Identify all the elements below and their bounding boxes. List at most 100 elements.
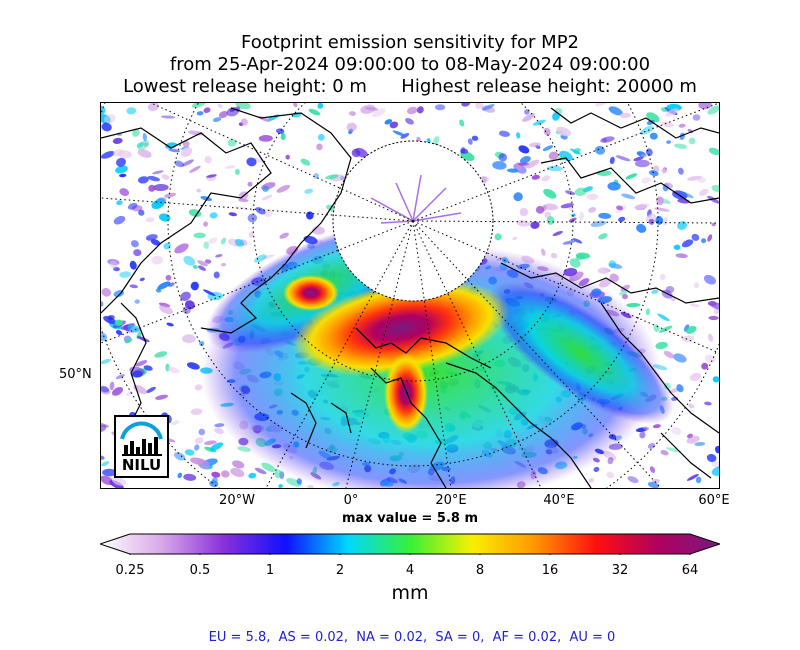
sensitivity-speckle: [674, 143, 688, 149]
sensitivity-speckle: [636, 223, 647, 233]
sensitivity-speckle: [647, 442, 656, 449]
sensitivity-speckle: [138, 209, 145, 216]
sensitivity-speckle: [165, 274, 172, 281]
sensitivity-speckle: [433, 136, 440, 145]
sensitivity-speckle: [694, 441, 706, 447]
sensitivity-speckle: [690, 372, 701, 382]
sensitivity-speckle: [686, 325, 697, 334]
sensitivity-speckle: [147, 103, 159, 112]
sensitivity-speckle: [516, 220, 531, 227]
sensitivity-speckle: [594, 103, 608, 107]
sensitivity-speckle: [130, 240, 139, 248]
sensitivity-speckle: [112, 137, 123, 144]
sensitivity-speckle: [608, 260, 617, 269]
sensitivity-speckle: [161, 174, 170, 180]
sensitivity-speckle: [186, 362, 200, 370]
sensitivity-speckle: [101, 461, 110, 467]
sensitivity-speckle: [661, 168, 667, 174]
sensitivity-speckle: [151, 255, 163, 265]
sensitivity-speckle: [513, 192, 523, 202]
sensitivity-speckle: [406, 106, 418, 115]
sensitivity-speckle: [101, 455, 105, 460]
sensitivity-speckle: [619, 290, 628, 296]
sensitivity-speckle: [656, 196, 664, 206]
sensitivity-speckle: [666, 447, 682, 453]
sensitivity-speckle: [494, 233, 502, 241]
sensitivity-speckle: [246, 157, 257, 167]
sensitivity-speckle: [665, 108, 679, 117]
sensitivity-speckle: [649, 132, 658, 140]
sensitivity-speckle: [182, 306, 191, 314]
sensitivity-speckle: [167, 366, 180, 374]
chart-date-range: from 25-Apr-2024 09:00:00 to 08-May-2024…: [169, 54, 651, 75]
sensitivity-speckle: [659, 273, 666, 280]
sensitivity-speckle: [148, 184, 156, 192]
sensitivity-speckle: [124, 338, 133, 344]
sensitivity-speckle: [101, 301, 104, 307]
sensitivity-speckle: [673, 353, 687, 363]
colorbar-tick-label: 2: [335, 563, 345, 578]
sensitivity-speckle: [254, 254, 267, 263]
sensitivity-speckle: [119, 271, 132, 278]
colorbar-tick-label: 0.5: [189, 563, 211, 578]
sensitivity-speckle: [180, 147, 193, 157]
sensitivity-speckle: [670, 296, 676, 302]
sensitivity-speckle: [218, 111, 229, 118]
max-value-label: max value = 5.8 m: [341, 511, 479, 526]
sensitivity-speckle: [102, 468, 117, 477]
sensitivity-speckle: [304, 188, 314, 194]
sensitivity-speckle: [461, 103, 471, 107]
sensitivity-speckle: [695, 476, 702, 484]
sensitivity-speckle: [542, 145, 554, 152]
sensitivity-speckle: [171, 420, 180, 426]
sensitivity-speckle: [506, 168, 519, 173]
sensitivity-speckle: [234, 168, 240, 175]
sensitivity-speckle: [616, 205, 624, 211]
sensitivity-speckle: [642, 426, 650, 431]
nilu-logo-mark: [120, 421, 163, 456]
sensitivity-hotspot: [283, 275, 339, 311]
sensitivity-speckle: [209, 212, 218, 219]
sensitivity-speckle: [109, 381, 115, 391]
sensitivity-speckle: [248, 231, 255, 238]
sensitivity-speckle: [316, 143, 323, 151]
sensitivity-speckle: [606, 471, 614, 479]
sensitivity-speckle: [417, 106, 424, 114]
chart-release-heights: Lowest release height: 0 m Highest relea…: [123, 76, 697, 97]
sensitivity-speckle: [101, 105, 106, 115]
sensitivity-speckle: [652, 478, 660, 484]
sensitivity-speckle: [261, 462, 276, 472]
sensitivity-speckle: [608, 106, 623, 116]
sensitivity-speckle: [285, 154, 290, 160]
sensitivity-speckle: [619, 112, 632, 119]
sensitivity-speckle: [152, 170, 164, 175]
sensitivity-speckle: [434, 104, 446, 111]
sensitivity-speckle: [142, 132, 147, 142]
sensitivity-speckle: [194, 437, 204, 444]
sensitivity-speckle: [258, 134, 273, 142]
sensitivity-speckle: [678, 167, 684, 175]
sensitivity-speckle: [552, 111, 560, 121]
sensitivity-speckle: [654, 207, 670, 212]
sensitivity-speckle: [372, 108, 386, 118]
sensitivity-speckle: [704, 354, 716, 363]
sensitivity-speckle: [159, 304, 173, 315]
sensitivity-speckle: [147, 175, 160, 182]
sensitivity-speckle: [274, 469, 283, 479]
lon-label-40e: 40°E: [543, 493, 575, 508]
sensitivity-speckle: [193, 232, 206, 239]
coastlines: [101, 107, 719, 488]
sensitivity-speckle: [661, 121, 675, 128]
sensitivity-speckle: [609, 273, 619, 282]
sensitivity-speckle: [166, 322, 174, 327]
sensitivity-speckle: [594, 145, 606, 155]
sensitivity-speckle: [658, 325, 673, 333]
sensitivity-speckle: [671, 426, 682, 435]
sensitivity-speckle: [145, 234, 158, 241]
sensitivity-speckle: [531, 174, 540, 180]
sensitivity-speckle: [701, 362, 709, 370]
sensitivity-speckle: [607, 181, 621, 191]
sensitivity-speckle: [203, 289, 216, 297]
sensitivity-speckle: [640, 125, 654, 135]
sensitivity-speckle: [686, 435, 700, 444]
